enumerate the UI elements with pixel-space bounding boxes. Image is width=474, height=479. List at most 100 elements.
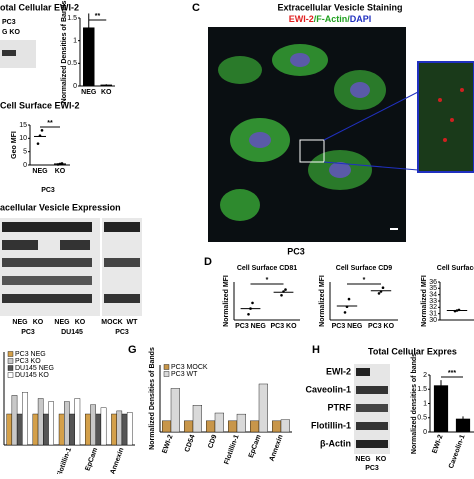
stain: DAPI xyxy=(350,14,372,24)
bar xyxy=(90,404,96,446)
band-label: EWI-2 xyxy=(326,366,351,376)
point xyxy=(247,313,250,316)
panel-letter: D xyxy=(204,256,212,268)
x-tick-label: Caveolin-1 xyxy=(448,434,467,470)
blot-band xyxy=(2,240,38,250)
bar xyxy=(58,413,65,446)
y-tick-label: 0 xyxy=(73,83,77,90)
lane-label: NEG xyxy=(54,319,70,326)
significance: *** xyxy=(448,370,456,377)
bar xyxy=(22,392,28,446)
blot-band xyxy=(104,222,140,232)
bar xyxy=(192,405,203,433)
y-tick-label: 34 xyxy=(429,292,437,299)
bar xyxy=(227,420,238,433)
y-tick-label: 5 xyxy=(23,149,27,156)
bar xyxy=(126,412,133,446)
blot-band xyxy=(356,404,388,412)
panel-letter: C xyxy=(192,2,200,14)
y-axis-label: Normalized MFI xyxy=(421,275,428,327)
chart-title: Cell Surface CD9 xyxy=(336,265,393,272)
x-tick-label: PC3 NEG xyxy=(332,323,363,330)
lane-label: KO xyxy=(33,319,44,326)
blot-band xyxy=(2,50,16,56)
blot-band xyxy=(2,258,92,267)
y-tick-label: 36 xyxy=(429,279,437,286)
x-tick-label: PC3 KO xyxy=(368,323,395,330)
point xyxy=(284,288,287,291)
x-tick-label: PC3 KO xyxy=(270,323,297,330)
x-tick-label: KO xyxy=(55,168,66,175)
blot-band xyxy=(60,240,90,250)
bar xyxy=(43,413,49,446)
nucleus xyxy=(350,82,370,98)
stain: EWI-2 xyxy=(289,14,314,24)
zoom-image xyxy=(417,61,474,173)
y-tick-label: 1.5 xyxy=(417,386,427,393)
bar xyxy=(95,413,102,446)
cell xyxy=(220,189,260,221)
bar xyxy=(161,420,172,433)
y-tick-label: 15 xyxy=(19,122,27,129)
x-tick-label: PC3 NEG xyxy=(235,323,266,330)
x-tick-label: EpCam xyxy=(84,447,99,472)
y-axis-label: Normalized MFI xyxy=(223,275,230,327)
vesicle xyxy=(438,98,442,102)
significance: ** xyxy=(47,120,53,127)
y-tick-label: 31 xyxy=(429,311,437,318)
significance: ** xyxy=(95,13,101,20)
legend-label: PC3 WT xyxy=(171,371,198,378)
band-label: PTRF xyxy=(328,402,352,412)
zoom-box xyxy=(299,139,325,163)
cell-line: PC3 xyxy=(287,246,305,256)
vesicle xyxy=(460,88,464,92)
y-tick-label: 35 xyxy=(429,285,437,292)
cell-line: PC3 xyxy=(365,465,379,472)
lane-label: WT xyxy=(127,319,139,326)
x-tick-label: CD54 xyxy=(184,434,197,453)
vesicle xyxy=(443,138,447,142)
x-tick-label: Annexin xyxy=(269,434,285,462)
stain-legend: EWI-2/F-Actin/DAPI xyxy=(289,14,372,24)
legend-label: DU145 KO xyxy=(15,372,49,379)
lane-label: NEG xyxy=(12,319,28,326)
bar xyxy=(64,401,70,446)
y-tick-label: 0 xyxy=(423,429,427,436)
blot-band xyxy=(104,294,140,303)
y-tick-label: 32 xyxy=(429,304,437,311)
bar xyxy=(121,413,128,446)
significance: * xyxy=(266,277,269,284)
chart-title: Cell Surface CD81 xyxy=(237,265,297,272)
x-tick-label: EWI-2 xyxy=(431,434,444,455)
point xyxy=(36,142,40,145)
y-tick-label: 1 xyxy=(423,400,427,407)
legend-swatch xyxy=(7,365,14,371)
x-tick-label: CD9 xyxy=(207,434,218,450)
cell-line: PC3 xyxy=(41,187,55,194)
blot-band xyxy=(356,368,370,376)
y-tick-label: 30 xyxy=(429,317,437,324)
point xyxy=(40,129,44,132)
y-tick-label: 0 xyxy=(23,162,27,169)
point xyxy=(381,286,385,290)
y-axis-label: Normalized Densities of Bands xyxy=(149,347,156,450)
y-tick-label: 1 xyxy=(73,38,77,45)
panel-title: Cell Surface EWI-2 xyxy=(0,100,80,110)
legend-swatch xyxy=(7,372,14,378)
y-tick-label: 0.5 xyxy=(417,415,427,422)
bar xyxy=(116,410,123,446)
bar xyxy=(236,413,247,433)
band-label: Caveolin-1 xyxy=(305,384,351,394)
lane-label: KO xyxy=(75,319,86,326)
bar xyxy=(11,395,18,446)
point xyxy=(280,294,283,297)
scale-bar xyxy=(390,228,398,230)
vesicle xyxy=(450,118,454,122)
bar xyxy=(6,413,13,446)
y-tick-label: 0.5 xyxy=(67,60,77,67)
y-axis-label: Geo MFI xyxy=(11,131,18,159)
cell-line: PC3 xyxy=(115,329,129,336)
blot-band xyxy=(2,276,92,285)
bar xyxy=(111,413,117,446)
